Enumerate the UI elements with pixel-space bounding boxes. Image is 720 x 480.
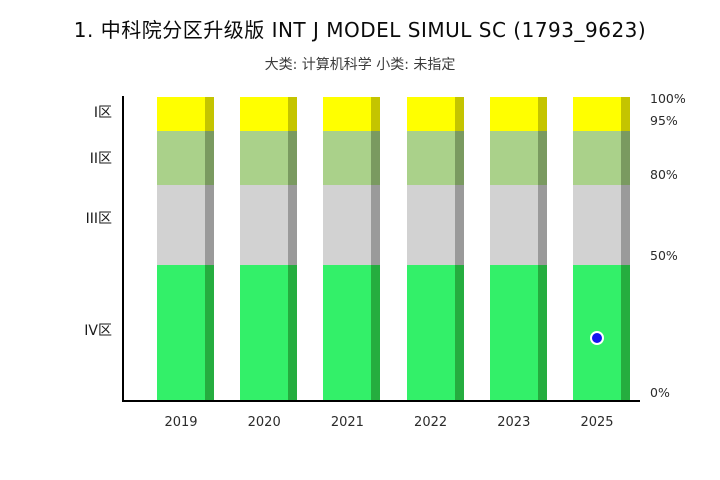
bar-segment-shadow-II区 [205,131,214,185]
bar-segment-I区[interactable] [157,97,205,131]
x-tick-2021: 2021 [330,415,364,430]
zone-label-2: II区 [89,151,112,167]
bar-segment-shadow-I区 [371,97,381,131]
bar-segment-IV区[interactable] [323,265,372,400]
bar-segment-IV区[interactable] [406,265,455,400]
x-tick-2020: 2020 [247,415,281,430]
bar-segment-shadow-III区 [537,185,547,265]
bar-segment-shadow-I区 [288,97,298,131]
bar-segment-shadow-II区 [621,131,630,185]
bar-segment-II区[interactable] [573,131,621,185]
y-tick-50pct: 50% [650,248,678,263]
zone-label-4: IV区 [84,323,112,339]
bar-segment-shadow-I区 [621,97,630,131]
chart-subtitle: 大类: 计算机科学 小类: 未指定 [264,57,456,73]
bar-segment-IV区[interactable] [489,265,538,400]
y-tick-80pct: 80% [650,167,678,182]
bar-segment-II区[interactable] [323,131,372,185]
bar-segment-shadow-IV区 [288,265,298,400]
bar-segment-II区[interactable] [489,131,538,185]
y-axis-line [122,96,124,402]
bar-segment-shadow-II区 [288,131,298,185]
chart-title: 1. 中科院分区升级版 INT J MODEL SIMUL SC (1793_9… [73,18,647,42]
bar-segment-I区[interactable] [240,97,289,131]
bar-segment-III区[interactable] [489,185,538,265]
bar-segment-shadow-IV区 [537,265,547,400]
bar-segment-III区[interactable] [240,185,289,265]
bar-segment-I区[interactable] [323,97,372,131]
x-axis-line [122,400,640,402]
bar-segment-III区[interactable] [573,185,621,265]
data-point-marker[interactable] [590,330,604,345]
bar-segment-shadow-I区 [537,97,547,131]
zone-label-1: I区 [93,105,112,121]
bar-segment-III区[interactable] [157,185,205,265]
bar-segment-shadow-II区 [454,131,464,185]
x-tick-2023: 2023 [497,415,531,430]
bar-segment-shadow-II区 [371,131,381,185]
bar-segment-shadow-III区 [205,185,214,265]
zone-label-3: III区 [85,211,112,227]
x-tick-2022: 2022 [414,415,448,430]
bar-segment-shadow-IV区 [621,265,630,400]
bar-segment-shadow-III区 [371,185,381,265]
bar-segment-shadow-III区 [288,185,298,265]
bar-segment-III区[interactable] [323,185,372,265]
bar-segment-IV区[interactable] [157,265,205,400]
bar-segment-shadow-IV区 [205,265,214,400]
bar-segment-IV区[interactable] [240,265,289,400]
x-tick-2025: 2025 [580,415,614,430]
bar-segment-II区[interactable] [406,131,455,185]
x-tick-2019: 2019 [164,415,198,430]
bar-segment-shadow-III区 [621,185,630,265]
bar-segment-shadow-I区 [205,97,214,131]
y-tick-95pct: 95% [650,113,678,128]
bar-segment-shadow-I区 [454,97,464,131]
bar-segment-II区[interactable] [240,131,289,185]
bar-segment-shadow-IV区 [454,265,464,400]
bar-segment-I区[interactable] [406,97,455,131]
bar-segment-shadow-IV区 [371,265,381,400]
y-tick-0pct: 0% [650,385,670,400]
bar-segment-II区[interactable] [157,131,205,185]
bar-segment-shadow-II区 [537,131,547,185]
bar-segment-shadow-III区 [454,185,464,265]
bar-segment-I区[interactable] [573,97,621,131]
y-tick-100pct: 100% [650,91,686,106]
bar-segment-III区[interactable] [406,185,455,265]
bar-segment-I区[interactable] [489,97,538,131]
